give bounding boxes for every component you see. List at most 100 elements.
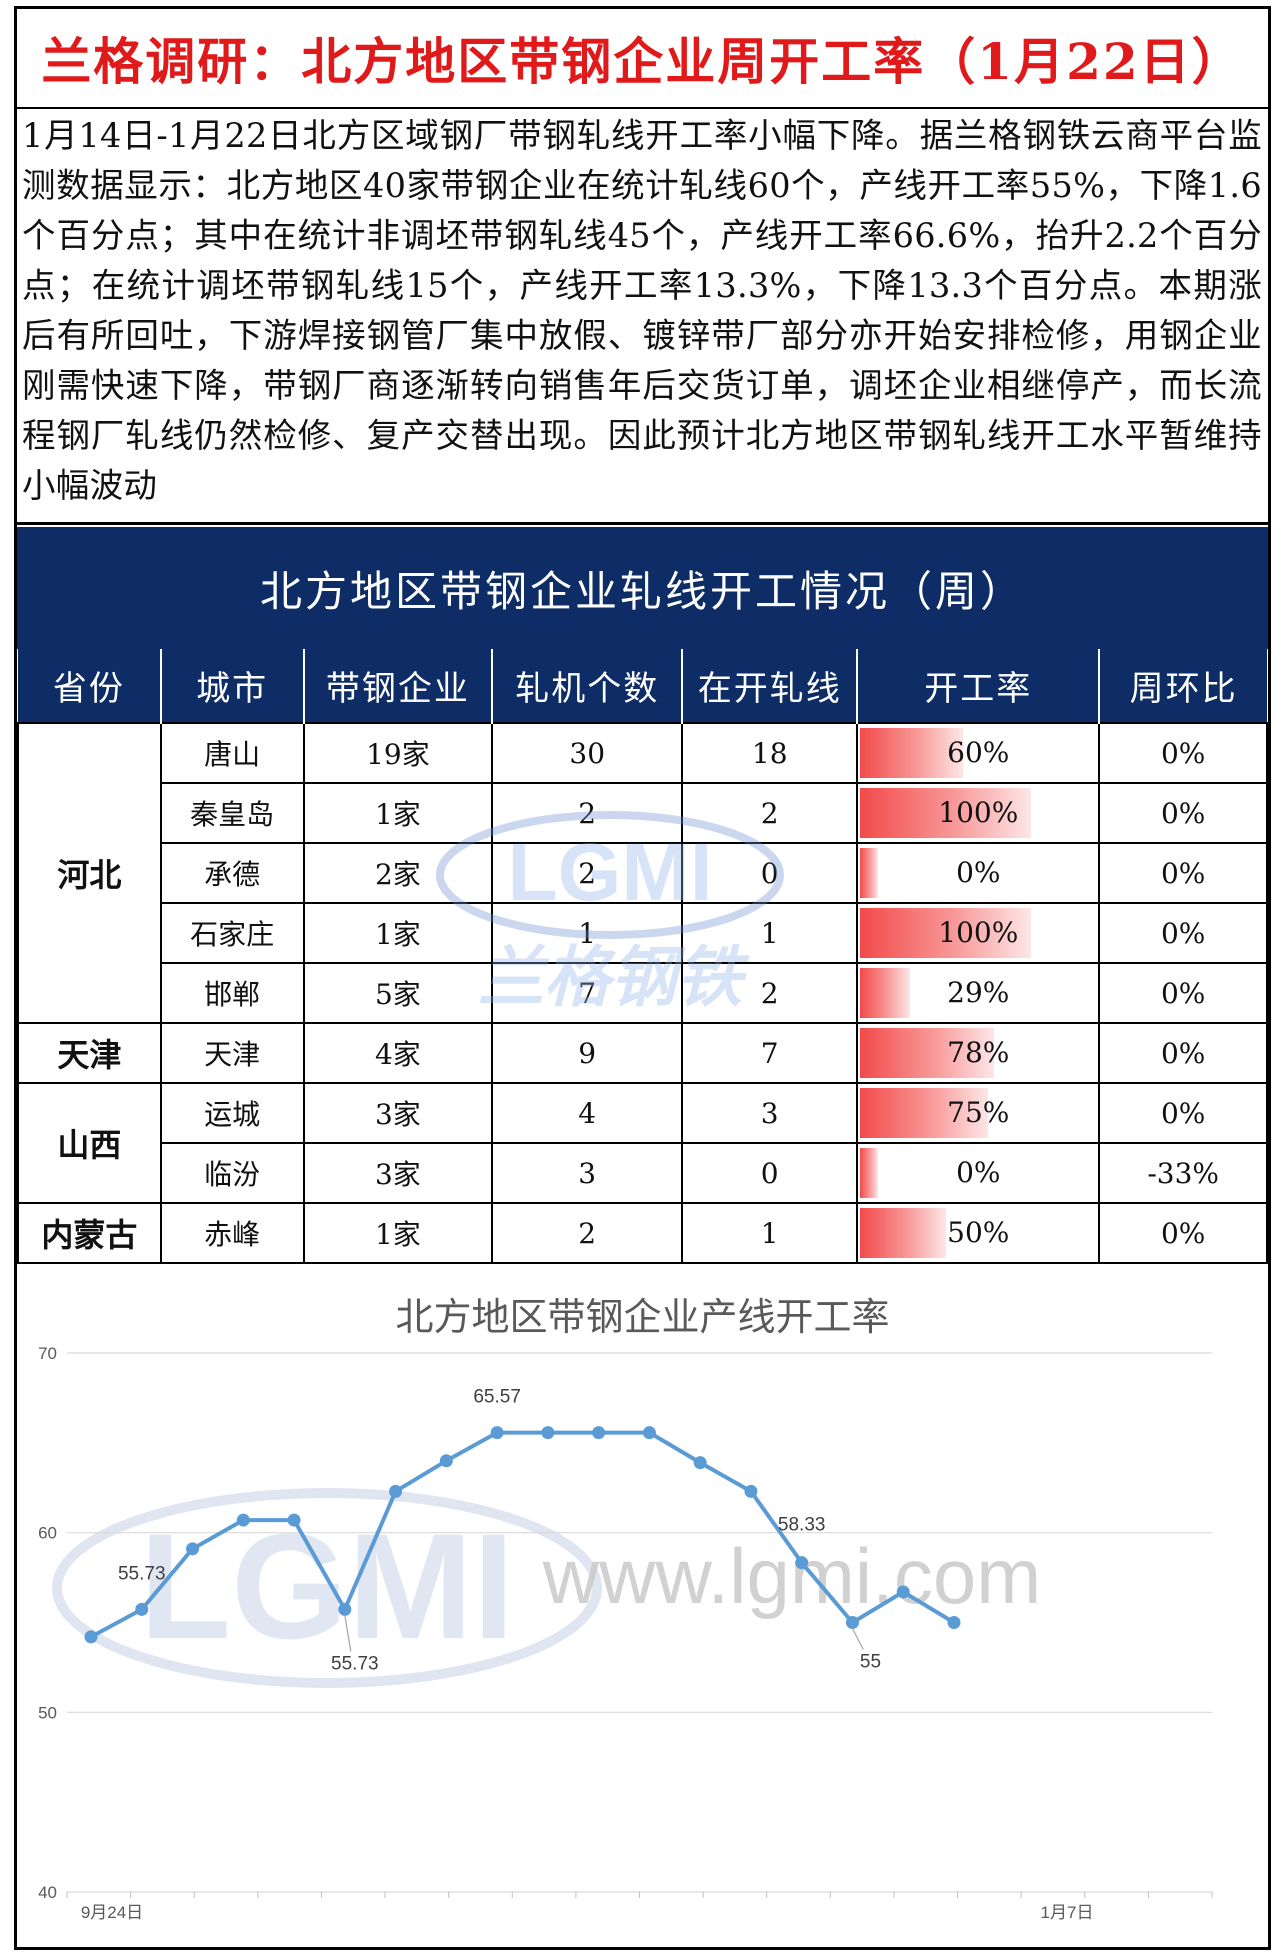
firms-cell: 1家 xyxy=(302,902,494,964)
data-point xyxy=(541,1426,555,1440)
summary-text: 1月14日-1月22日北方区域钢厂带钢轧线开工率小幅下降。据兰格钢铁云商平台监测… xyxy=(22,116,1262,505)
table-row: 邯郸 5家 7 2 29% 0% xyxy=(18,962,1268,1024)
rate-bar xyxy=(860,1088,989,1138)
data-point xyxy=(389,1484,403,1498)
mills-cell: 7 xyxy=(491,962,684,1024)
rate-cell: 78% xyxy=(856,1022,1101,1084)
firms-cell: 19家 xyxy=(302,722,494,784)
chart-watermark-brand: LGMI xyxy=(140,1502,515,1670)
mills-cell: 2 xyxy=(491,842,684,904)
running-cell: 2 xyxy=(681,962,859,1024)
rate-bar xyxy=(860,728,963,778)
mills-cell: 2 xyxy=(491,782,684,844)
rate-cell: 100% xyxy=(856,782,1101,844)
data-point xyxy=(287,1513,301,1527)
data-point xyxy=(947,1616,961,1629)
province-cell: 山西 xyxy=(17,1082,162,1204)
table-title: 北方地区带钢企业轧线开工情况（周） xyxy=(17,527,1268,649)
page-title-bar: 兰格调研：北方地区带钢企业周开工率（1月22日） xyxy=(17,9,1268,109)
rate-bar xyxy=(860,908,1032,958)
firms-cell: 3家 xyxy=(302,1142,494,1204)
rate-bar xyxy=(860,848,879,898)
wow-cell: 0% xyxy=(1098,1082,1268,1144)
y-tick-label: 70 xyxy=(38,1344,57,1363)
wow-cell: 0% xyxy=(1098,842,1268,904)
province-cell: 河北 xyxy=(17,722,162,1024)
city-cell: 石家庄 xyxy=(159,902,305,964)
divider xyxy=(17,522,1268,525)
x-tick-label: 1月7日 xyxy=(1041,1903,1094,1922)
rate-cell: 100% xyxy=(856,902,1101,964)
data-point xyxy=(642,1426,656,1440)
data-point xyxy=(186,1542,200,1556)
header-wow: 周环比 xyxy=(1098,649,1267,723)
chart-watermark-ring xyxy=(52,1488,602,1688)
data-label-leader xyxy=(344,1615,352,1652)
rate-bar xyxy=(860,1208,946,1258)
city-cell: 临汾 xyxy=(159,1142,305,1204)
rate-bar xyxy=(860,968,910,1018)
running-cell: 7 xyxy=(681,1022,859,1084)
table-row: 天津 天津 4家 9 7 78% 0% xyxy=(17,1022,1268,1084)
rate-value: 50% xyxy=(947,1216,1010,1249)
rate-bar xyxy=(860,1028,994,1078)
data-point xyxy=(693,1456,707,1470)
y-tick-label: 50 xyxy=(38,1703,57,1722)
city-cell: 唐山 xyxy=(159,722,305,784)
mills-cell: 30 xyxy=(491,722,684,784)
city-cell: 赤峰 xyxy=(159,1202,305,1264)
header-province: 省份 xyxy=(18,649,161,723)
running-cell: 1 xyxy=(681,1202,859,1264)
wow-cell: 0% xyxy=(1098,722,1268,784)
mills-cell: 1 xyxy=(491,902,684,964)
mills-cell: 2 xyxy=(491,1202,684,1264)
city-cell: 运城 xyxy=(159,1082,305,1144)
firms-cell: 4家 xyxy=(302,1022,494,1084)
data-point xyxy=(439,1454,453,1468)
city-cell: 承德 xyxy=(159,842,305,904)
wow-cell: 0% xyxy=(1098,1022,1268,1084)
data-point xyxy=(744,1484,758,1498)
data-point xyxy=(84,1630,98,1644)
mills-cell: 4 xyxy=(491,1082,684,1144)
city-cell: 天津 xyxy=(159,1022,305,1084)
rate-value: 0% xyxy=(956,856,1001,889)
data-point xyxy=(135,1602,149,1616)
table-row: 秦皇岛 1家 2 2 100% 0% xyxy=(18,782,1268,844)
rate-value: 75% xyxy=(947,1096,1010,1129)
series-line xyxy=(90,1430,956,1639)
table-header-row: 省份 城市 带钢企业 轧机个数 在开轧线 开工率 周环比 xyxy=(18,649,1267,723)
data-point xyxy=(490,1426,504,1440)
rate-cell: 60% xyxy=(856,722,1101,784)
table-row: 河北 唐山 19家 30 18 60% 0% xyxy=(17,722,1268,1024)
rate-value: 60% xyxy=(947,736,1010,769)
page-title: 兰格调研：北方地区带钢企业周开工率（1月22日） xyxy=(41,32,1244,91)
rate-cell: 0% xyxy=(856,842,1101,904)
wow-cell: 0% xyxy=(1098,962,1268,1024)
running-cell: 0 xyxy=(681,1142,859,1204)
rate-cell: 50% xyxy=(856,1202,1101,1264)
data-point xyxy=(795,1556,809,1570)
data-label: 58.33 xyxy=(778,1515,826,1536)
data-label: 65.57 xyxy=(473,1387,521,1408)
mills-cell: 9 xyxy=(491,1022,684,1084)
running-cell: 1 xyxy=(681,902,859,964)
data-label: 55.73 xyxy=(118,1563,166,1584)
data-label: 55 xyxy=(860,1652,881,1673)
table-row: 石家庄 1家 1 1 100% 0% xyxy=(18,902,1268,964)
table-row: 承德 2家 2 0 0% 0% xyxy=(18,842,1268,904)
firms-cell: 1家 xyxy=(302,782,494,844)
rate-value: 100% xyxy=(938,916,1019,949)
header-city: 城市 xyxy=(159,649,304,723)
rate-value: 0% xyxy=(956,1156,1001,1189)
running-cell: 0 xyxy=(681,842,859,904)
rate-cell: 0% xyxy=(856,1142,1101,1204)
running-cell: 2 xyxy=(681,782,859,844)
y-tick-label: 40 xyxy=(38,1883,57,1902)
rate-value: 100% xyxy=(938,796,1019,829)
rate-value: 29% xyxy=(947,976,1010,1009)
firms-cell: 5家 xyxy=(302,962,494,1024)
running-cell: 18 xyxy=(681,722,859,784)
rate-bar xyxy=(860,788,1032,838)
